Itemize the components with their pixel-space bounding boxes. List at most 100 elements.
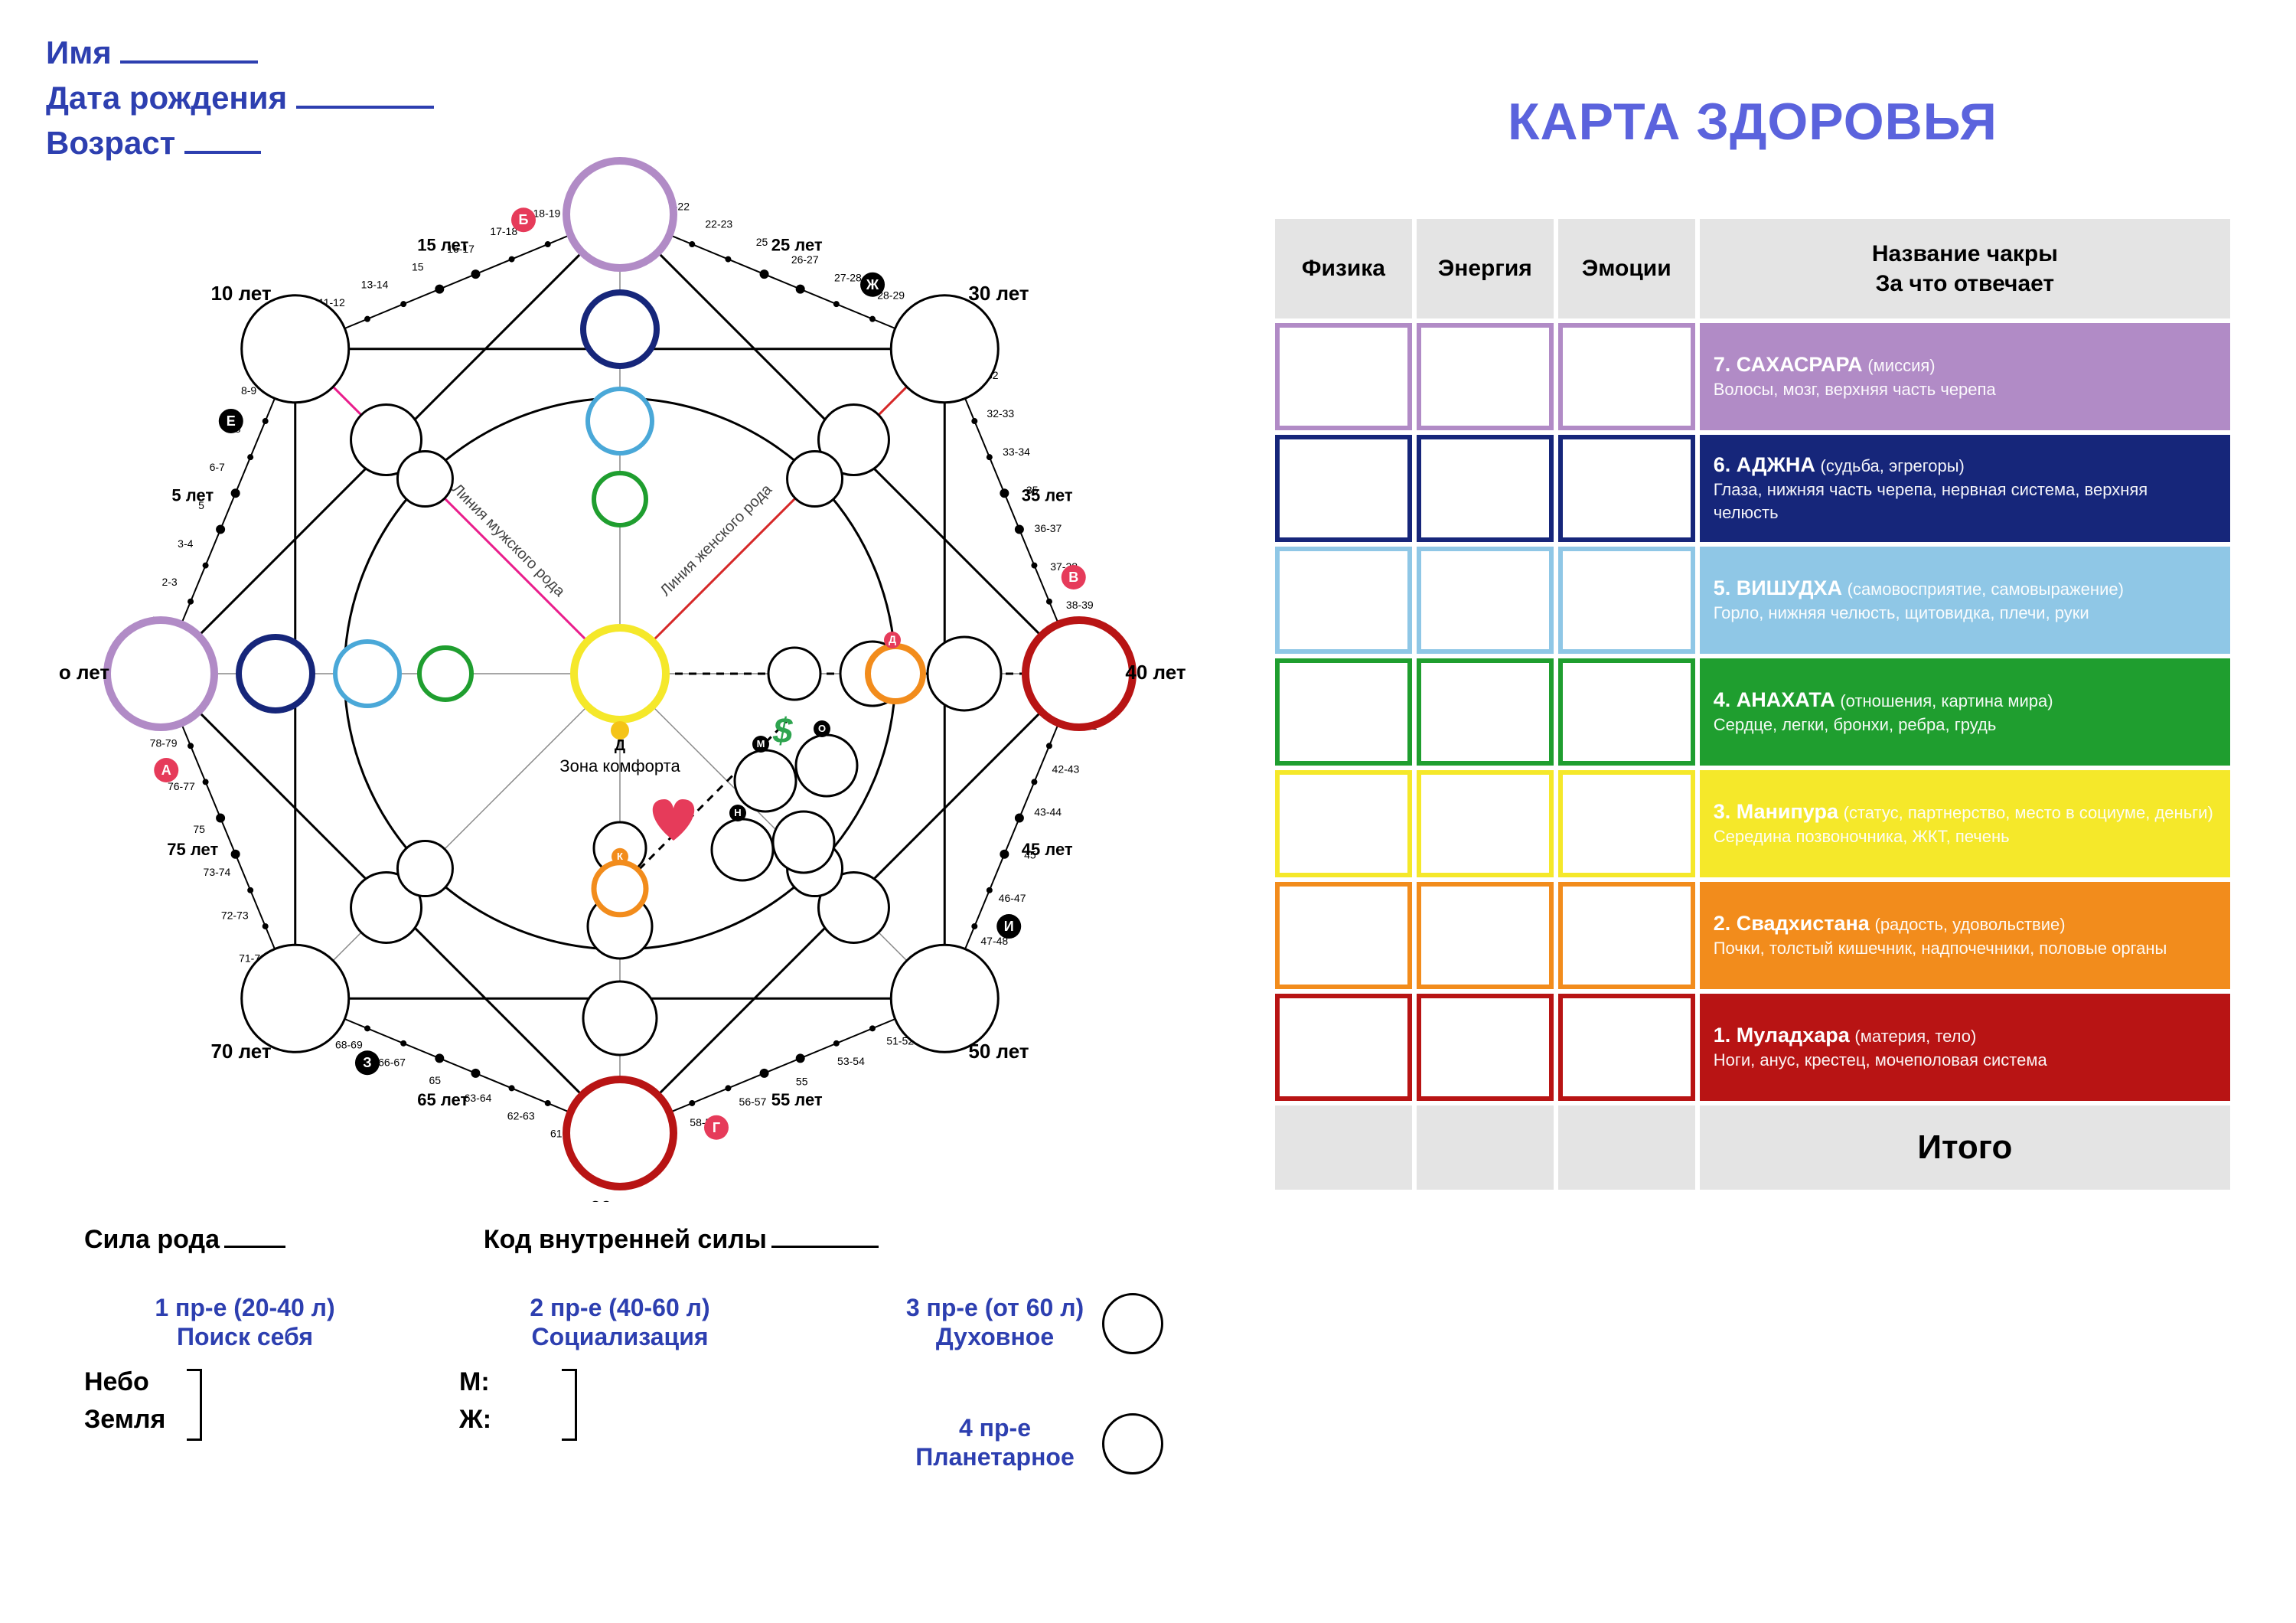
table-header-row: Физика Энергия Эмоции Название чакры За … (1275, 219, 2230, 318)
svg-text:Б: Б (519, 212, 529, 227)
total-box[interactable] (1558, 1105, 1695, 1190)
svg-text:2-3: 2-3 (161, 576, 177, 588)
chakra-row: 3. Манипура (статус, партнерство, место … (1275, 770, 2230, 877)
svg-text:53-54: 53-54 (837, 1055, 865, 1067)
svg-text:46-47: 46-47 (999, 892, 1026, 904)
chakra-input-box[interactable] (1275, 882, 1412, 989)
dob-label: Дата рождения (46, 80, 287, 116)
chakra-input-box[interactable] (1275, 994, 1412, 1101)
chakra-input-box[interactable] (1275, 547, 1412, 654)
chakra-input-box[interactable] (1417, 547, 1554, 654)
svg-text:А: А (161, 763, 171, 778)
svg-text:56-57: 56-57 (739, 1096, 767, 1108)
chakra-row: 5. ВИШУДХА (самовосприятие, самовыражени… (1275, 547, 2230, 654)
total-label: Итого (1700, 1105, 2230, 1190)
chakra-row: 6. АДЖНА (судьба, эгрегоры)Глаза, нижняя… (1275, 435, 2230, 542)
svg-text:70 лет: 70 лет (210, 1040, 271, 1063)
total-box[interactable] (1417, 1105, 1554, 1190)
chakra-input-box[interactable] (1558, 994, 1695, 1101)
svg-text:75 лет: 75 лет (167, 840, 218, 859)
chakra-input-box[interactable] (1558, 435, 1695, 542)
chakra-input-box[interactable] (1558, 658, 1695, 766)
svg-text:36-37: 36-37 (1035, 522, 1062, 534)
svg-text:60 лет: 60 лет (589, 1197, 650, 1202)
chakra-input-box[interactable] (1558, 323, 1695, 430)
chakra-input-box[interactable] (1558, 770, 1695, 877)
svg-text:М: М (757, 738, 765, 749)
chakra-row: 1. Муладхара (материя, тело)Ноги, анус, … (1275, 994, 2230, 1101)
svg-text:20 лет: 20 лет (589, 145, 650, 148)
col-emotions: Эмоции (1558, 219, 1695, 318)
svg-text:25: 25 (756, 236, 768, 248)
svg-text:К: К (617, 851, 623, 862)
svg-text:32-33: 32-33 (987, 407, 1014, 420)
svg-text:35: 35 (1026, 484, 1039, 496)
page-title: КАРТА ЗДОРОВЬЯ (1270, 92, 2235, 152)
svg-text:72-73: 72-73 (221, 909, 249, 921)
svg-text:27-28: 27-28 (834, 271, 862, 283)
name-label: Имя (46, 34, 112, 70)
svg-text:Линия мужского рода: Линия мужского рода (448, 481, 569, 601)
svg-text:45: 45 (1024, 849, 1036, 861)
chakra-input-box[interactable] (1275, 323, 1412, 430)
total-box[interactable] (1275, 1105, 1412, 1190)
chakra-input-box[interactable] (1558, 882, 1695, 989)
chakra-input-box[interactable] (1275, 770, 1412, 877)
chakra-row: 7. САХАСРАРА (миссия)Волосы, мозг, верхн… (1275, 323, 2230, 430)
svg-text:13-14: 13-14 (361, 279, 389, 291)
svg-text:10 лет: 10 лет (210, 282, 271, 305)
svg-text:55: 55 (796, 1076, 808, 1088)
svg-text:42-43: 42-43 (1052, 763, 1080, 775)
chakra-desc: 7. САХАСРАРА (миссия)Волосы, мозг, верхн… (1700, 323, 2230, 430)
svg-text:43-44: 43-44 (1034, 806, 1062, 818)
svg-text:75: 75 (193, 823, 205, 835)
svg-text:5: 5 (198, 499, 204, 511)
svg-text:5 лет: 5 лет (171, 486, 214, 505)
svg-text:О: О (818, 723, 826, 734)
chakra-input-box[interactable] (1417, 770, 1554, 877)
svg-text:И: И (1004, 919, 1014, 934)
chakra-input-box[interactable] (1275, 435, 1412, 542)
chakra-desc: 2. Свадхистана (радость, удовольствие)По… (1700, 882, 2230, 989)
chakra-desc: 4. АНАХАТА (отношения, картина мира)Серд… (1700, 658, 2230, 766)
chakra-row: 4. АНАХАТА (отношения, картина мира)Серд… (1275, 658, 2230, 766)
svg-text:62-63: 62-63 (507, 1109, 535, 1122)
svg-text:18-19: 18-19 (533, 207, 561, 220)
col-energy: Энергия (1417, 219, 1554, 318)
svg-text:Линия женского рода: Линия женского рода (657, 481, 775, 599)
chakra-row: 2. Свадхистана (радость, удовольствие)По… (1275, 882, 2230, 989)
chakra-input-box[interactable] (1417, 882, 1554, 989)
svg-text:Ж: Ж (866, 277, 879, 292)
chakra-input-box[interactable] (1417, 323, 1554, 430)
col-physics: Физика (1275, 219, 1412, 318)
svg-text:26-27: 26-27 (791, 253, 819, 266)
chakra-input-box[interactable] (1417, 435, 1554, 542)
svg-text:25 лет: 25 лет (771, 236, 823, 255)
svg-text:65: 65 (429, 1074, 441, 1086)
chakra-desc: 6. АДЖНА (судьба, эгрегоры)Глаза, нижняя… (1700, 435, 2230, 542)
svg-text:$: $ (772, 710, 793, 750)
svg-text:78-79: 78-79 (150, 737, 178, 749)
svg-text:65 лет: 65 лет (417, 1090, 468, 1109)
purpose-3: 3 пр-е (от 60 л) Духовное 4 пр-е Планета… (834, 1293, 1156, 1487)
svg-text:6-7: 6-7 (210, 461, 225, 473)
svg-text:55 лет: 55 лет (771, 1090, 823, 1109)
chakra-input-box[interactable] (1558, 547, 1695, 654)
svg-text:Д: Д (615, 737, 625, 754)
svg-text:63-64: 63-64 (465, 1092, 492, 1104)
svg-text:15: 15 (412, 260, 424, 273)
svg-text:30 лет: 30 лет (968, 282, 1029, 305)
sila-roda-label: Сила рода (84, 1225, 220, 1254)
svg-text:3-4: 3-4 (178, 537, 193, 550)
svg-text:Д: Д (889, 633, 896, 645)
svg-text:о лет: о лет (59, 661, 109, 684)
svg-text:33-34: 33-34 (1003, 446, 1030, 458)
chakra-input-box[interactable] (1275, 658, 1412, 766)
chakra-input-box[interactable] (1417, 994, 1554, 1101)
col-desc: Название чакры За что отвечает (1700, 219, 2230, 318)
svg-text:40 лет: 40 лет (1125, 661, 1186, 684)
chakra-input-box[interactable] (1417, 658, 1554, 766)
svg-text:38-39: 38-39 (1066, 599, 1094, 611)
svg-text:З: З (363, 1055, 371, 1070)
chakra-desc: 1. Муладхара (материя, тело)Ноги, анус, … (1700, 994, 2230, 1101)
